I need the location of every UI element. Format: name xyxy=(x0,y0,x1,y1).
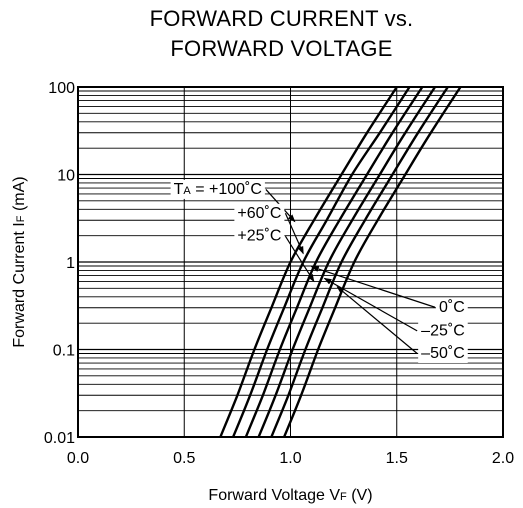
annotation-bg-4 xyxy=(418,321,468,341)
annotation-label-0: TA = +100˚C xyxy=(174,181,262,198)
plot-frame xyxy=(77,86,504,438)
annotation-arrow-3 xyxy=(310,266,436,308)
y-tick-label: 1 xyxy=(66,255,75,272)
x-tick-label: 2.0 xyxy=(492,450,514,467)
x-axis-label: Forward Voltage VF (V) xyxy=(208,487,372,504)
series-line-0 xyxy=(219,86,398,438)
annotation-bg-2 xyxy=(234,226,285,246)
tick-labels: 0.0 0.5 1.0 1.5 2.0 0.01 0.1 1 10 100 xyxy=(44,80,514,467)
x-tick-label: 0.5 xyxy=(173,450,195,467)
annotation-bg-3 xyxy=(435,297,468,317)
y-tick-label: 0.01 xyxy=(44,430,75,447)
series-line-5 xyxy=(282,86,462,438)
series-line-4 xyxy=(270,86,449,438)
annotation-bg-0 xyxy=(170,179,265,199)
x-tick-label: 0.0 xyxy=(67,450,89,467)
annotation-label-4: –25˚C xyxy=(421,322,465,339)
annotation-bg-5 xyxy=(418,343,468,363)
y-tick-label: 10 xyxy=(57,168,75,185)
y-tick-label: 0.1 xyxy=(53,343,75,360)
curves xyxy=(219,86,462,438)
chart-title-line-1: FORWARD CURRENT vs. xyxy=(149,6,414,31)
x-tick-label: 1.5 xyxy=(386,450,408,467)
y-tick-label: 100 xyxy=(48,80,75,97)
x-tick-label: 1.0 xyxy=(279,450,301,467)
annotation-label-1: +60˚C xyxy=(237,205,281,222)
series-line-1 xyxy=(231,86,411,438)
chart-title-line-2: FORWARD VOLTAGE xyxy=(170,36,393,61)
annotation-arrow-1 xyxy=(284,213,304,255)
series-line-2 xyxy=(244,86,424,438)
annotation-arrow-2 xyxy=(284,235,315,283)
y-axis-label: Forward Current IF (mA) xyxy=(11,176,28,347)
annotation-arrow-5 xyxy=(336,286,418,354)
annotation-bg-1 xyxy=(234,203,285,223)
annotation-label-5: –50˚C xyxy=(421,345,465,362)
series-line-3 xyxy=(257,86,437,438)
annotations: TA = +100˚C +60˚C +25˚C 0˚C –25˚C –50˚C xyxy=(170,179,468,363)
annotation-label-3: 0˚C xyxy=(439,299,465,316)
annotation-label-2: +25˚C xyxy=(237,228,281,245)
